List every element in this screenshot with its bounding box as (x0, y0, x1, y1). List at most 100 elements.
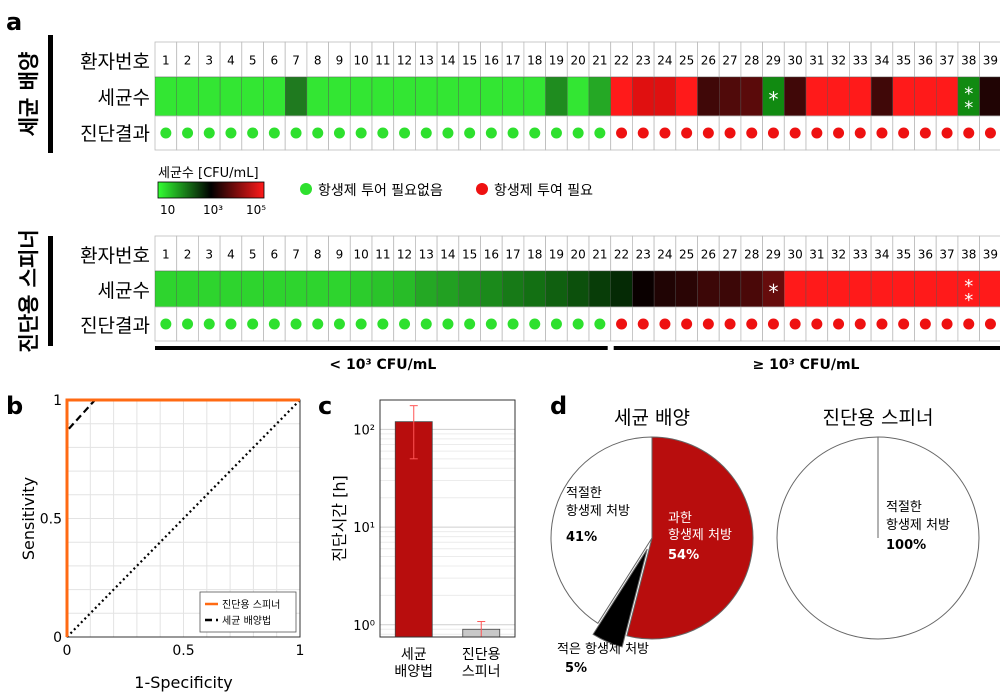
culture-patient-number: 33 (853, 54, 868, 68)
row-label-count-1: 세균수 (98, 87, 150, 109)
roc-x-label: 1-Specificity (134, 673, 232, 692)
culture-count-cell (241, 76, 264, 117)
culture-count-cell (784, 76, 807, 117)
legend-red-dot (476, 183, 488, 195)
section-bar-culture (48, 35, 53, 153)
spinner-patient-number: 15 (462, 248, 477, 262)
roc-series-line (65, 398, 300, 637)
pie-title: 진단용 스피너 (823, 407, 934, 429)
culture-patient-number: 15 (462, 54, 477, 68)
culture-star-mark: * (964, 98, 973, 119)
culture-result-dot (355, 127, 367, 139)
culture-patient-number: 26 (701, 54, 716, 68)
spinner-count-cell (371, 270, 394, 308)
spinner-count-cell (979, 270, 1000, 308)
spinner-result-dot (550, 318, 562, 330)
bar-category-label: 진단용 (462, 647, 501, 663)
roc-legend-label: 진단용 스피너 (222, 599, 280, 611)
spinner-patient-number: 20 (571, 248, 586, 262)
pie-slice-label: 적절한 (566, 486, 602, 501)
roc-legend-label: 세균 배양법 (222, 615, 271, 627)
bar-category-label: 세균 (401, 647, 427, 663)
spinner-result-dot (681, 318, 693, 330)
culture-count-cell (523, 76, 546, 117)
pie-slice-label: 항생제 처방 (886, 518, 950, 533)
spinner-count-cell (653, 270, 676, 308)
culture-patient-number: 10 (354, 54, 369, 68)
spinner-patient-number: 7 (292, 248, 300, 262)
spinner-patient-number: 37 (939, 248, 954, 262)
culture-star-mark: * (964, 84, 973, 105)
pie-slice (592, 548, 648, 648)
culture-patient-number: 32 (831, 54, 846, 68)
culture-patient-number: 20 (571, 54, 586, 68)
culture-result-dot (724, 127, 736, 139)
culture-patient-number: 34 (874, 54, 889, 68)
spinner-patient-number: 28 (744, 248, 759, 262)
culture-count-cell (306, 76, 329, 117)
culture-patient-number: 17 (505, 54, 520, 68)
roc-y-label: Sensitivity (19, 477, 38, 560)
culture-result-dot (984, 127, 996, 139)
spinner-count-cell (393, 270, 416, 308)
spinner-patient-number: 26 (701, 248, 716, 262)
spinner-count-cell (805, 270, 828, 308)
culture-result-dot (963, 127, 975, 139)
spinner-result-dot (616, 318, 628, 330)
spinner-result-dot (833, 318, 845, 330)
spinner-count-cell (719, 270, 742, 308)
spinner-patient-number: 23 (636, 248, 651, 262)
culture-result-dot (616, 127, 628, 139)
pie-slice-pct: 54% (668, 548, 699, 563)
colorbar (157, 181, 265, 199)
spinner-patient-number: 31 (809, 248, 824, 262)
spinner-patient-number: 24 (657, 248, 672, 262)
culture-count-cell (176, 76, 199, 117)
spinner-count-cell (567, 270, 590, 308)
culture-patient-number: 12 (397, 54, 412, 68)
culture-patient-number: 13 (419, 54, 434, 68)
pie-slice-label: 항생제 처방 (668, 528, 732, 543)
spinner-result-dot (724, 318, 736, 330)
spinner-count-cell (415, 270, 438, 308)
spinner-patient-number: 11 (375, 248, 390, 262)
row-label-result-2: 진단결과 (80, 315, 150, 337)
culture-result-dot (442, 127, 454, 139)
spinner-count-cell (436, 270, 460, 308)
roc-y-tick: 0 (53, 630, 62, 646)
spinner-patient-number: 13 (419, 248, 434, 262)
culture-patient-number: 27 (722, 54, 737, 68)
spinner-patient-number: 32 (831, 248, 846, 262)
culture-result-dot (898, 127, 910, 139)
roc-x-tick: 0 (63, 643, 72, 659)
culture-result-dot (160, 127, 172, 139)
spinner-count-cell (306, 270, 329, 308)
culture-result-dot (854, 127, 866, 139)
row-label-result-1: 진단결과 (80, 123, 150, 145)
culture-result-dot (919, 127, 931, 139)
culture-count-cell (805, 76, 828, 117)
spinner-count-cell (632, 270, 655, 308)
spinner-patient-number: 39 (983, 248, 998, 262)
culture-result-dot (702, 127, 714, 139)
spinner-count-cell (740, 270, 763, 308)
roc-x-tick: 0.5 (172, 643, 194, 659)
culture-result-dot (811, 127, 823, 139)
culture-result-dot (833, 127, 845, 139)
spinner-patient-number: 21 (592, 248, 607, 262)
panel-label-b: b (6, 392, 23, 420)
spinner-result-dot (529, 318, 541, 330)
spinner-result-dot (963, 318, 975, 330)
spinner-count-cell (914, 270, 937, 308)
spinner-result-dot (464, 318, 476, 330)
culture-count-cell (653, 76, 676, 117)
bar-category-label: 배양법 (394, 664, 433, 680)
culture-result-dot (529, 127, 541, 139)
spinner-patient-number: 38 (961, 248, 976, 262)
culture-count-cell (371, 76, 394, 117)
spinner-patient-number: 22 (614, 248, 629, 262)
spinner-patient-number: 9 (336, 248, 344, 262)
culture-patient-number: 16 (484, 54, 499, 68)
spinner-count-cell (458, 270, 481, 308)
